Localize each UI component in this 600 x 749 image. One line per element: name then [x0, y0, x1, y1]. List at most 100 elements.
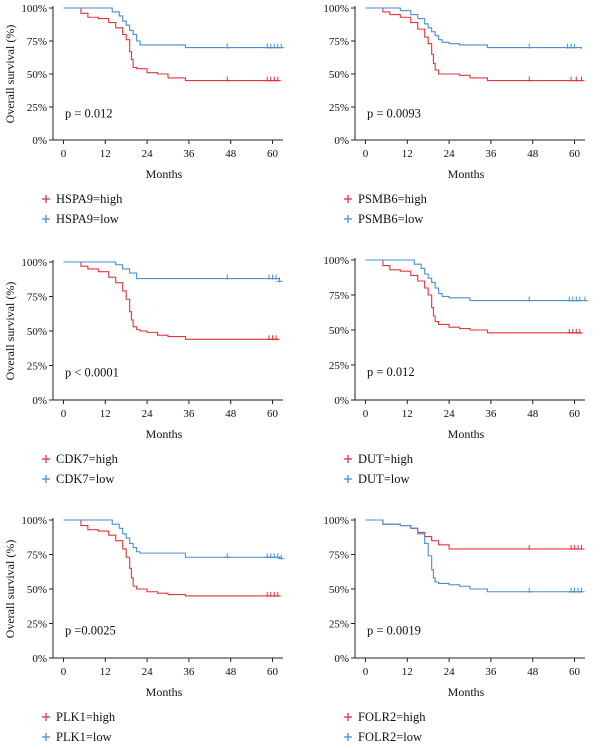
y-tick-label: 75%	[27, 550, 47, 562]
y-tick-label: 50%	[329, 69, 349, 81]
legend-item-low: PSMB6=low	[344, 212, 423, 226]
km-curve-low	[365, 7, 583, 49]
y-tick-label: 50%	[329, 325, 349, 337]
censor-mark	[526, 43, 533, 49]
km-curve-low	[63, 7, 280, 49]
x-tick-label: 60	[267, 408, 279, 420]
x-tick-label: 48	[225, 666, 237, 678]
y-axis-label: Overall survival (%)	[3, 25, 17, 124]
p-value-label: p = 0.0093	[367, 107, 421, 121]
y-tick-label: 25%	[27, 102, 47, 114]
legend-item-high: FOLR2=high	[344, 710, 426, 724]
censor-mark	[526, 587, 533, 593]
legend-item-low: FOLR2=low	[344, 730, 422, 744]
x-tick-label: 0	[61, 148, 67, 160]
y-tick-label: 50%	[329, 584, 349, 596]
censor-mark	[573, 76, 580, 82]
p-value-label: p < 0.0001	[65, 366, 119, 380]
x-tick-label: 60	[569, 666, 581, 678]
km-curve-high	[365, 259, 582, 334]
censor-mark	[274, 553, 281, 559]
x-tick-label: 12	[402, 148, 413, 160]
y-tick-label: 0%	[32, 135, 47, 147]
x-tick-label: 0	[363, 148, 369, 160]
y-tick-label: 75%	[27, 36, 47, 48]
x-tick-label: 48	[527, 408, 539, 420]
x-tick-label: 0	[61, 408, 67, 420]
x-tick-label: 12	[402, 666, 413, 678]
km-panel-6: 0% 25% 50% 75% 100% 0 12 24 36 48 60 Months p = 0.00…	[323, 515, 585, 744]
km-curve-high	[63, 261, 280, 340]
censor-mark	[274, 591, 281, 597]
x-tick-label: 60	[267, 666, 279, 678]
legend-label: FOLR2=high	[358, 710, 426, 724]
x-tick-label: 24	[142, 666, 154, 678]
x-axis-label: Months	[146, 685, 183, 699]
x-tick-label: 12	[100, 148, 111, 160]
y-tick-label: 0%	[334, 653, 349, 665]
y-tick-label: 100%	[21, 515, 47, 527]
censor-mark	[578, 76, 585, 82]
x-tick-label: 48	[225, 408, 237, 420]
legend-label: CDK7=high	[56, 452, 119, 466]
legend-label: DUT=low	[358, 472, 410, 486]
y-tick-label: 50%	[27, 69, 47, 81]
legend-item-low: DUT=low	[344, 472, 410, 486]
y-tick-label: 25%	[27, 619, 47, 631]
km-curve-high	[63, 7, 280, 82]
x-tick-label: 12	[100, 666, 111, 678]
censor-mark	[526, 296, 533, 302]
km-curve-high	[63, 519, 280, 597]
y-tick-label: 0%	[32, 653, 47, 665]
legend-item-high: PSMB6=high	[344, 192, 428, 206]
censor-mark	[273, 335, 280, 341]
legend-label: PLK1=low	[56, 730, 112, 744]
km-curve-low	[63, 519, 281, 559]
legend-label: HSPA9=high	[56, 192, 123, 206]
x-tick-label: 36	[183, 148, 195, 160]
km-curve-low	[365, 519, 582, 593]
censor-mark	[576, 328, 583, 334]
km-panel-5: 0% 25% 50% 75% 100% 0 12 24 36 48 60 Months Overall …	[3, 515, 285, 744]
censor-mark	[278, 554, 285, 560]
legend-item-high: HSPA9=high	[42, 192, 123, 206]
censor-mark	[224, 274, 231, 280]
y-tick-label: 0%	[334, 395, 349, 407]
p-value-label: p = 0.012	[367, 365, 415, 379]
km-panel-1: 0% 25% 50% 75% 100% 0 12 24 36 48 60 Months Overall …	[3, 3, 285, 226]
censor-mark	[568, 76, 575, 82]
legend-label: PSMB6=high	[358, 192, 428, 206]
legend-item-high: PLK1=high	[42, 710, 116, 724]
y-tick-label: 25%	[329, 102, 349, 114]
censor-mark	[276, 277, 283, 283]
legend-item-high: CDK7=high	[42, 452, 119, 466]
y-tick-label: 0%	[32, 395, 47, 407]
km-panel-3: 0% 25% 50% 75% 100% 0 12 24 36 48 60 Months Overall …	[3, 257, 283, 486]
x-tick-label: 48	[225, 148, 237, 160]
censor-mark	[578, 544, 585, 550]
y-axis-label: Overall survival (%)	[3, 540, 17, 639]
x-tick-label: 0	[363, 666, 369, 678]
y-tick-label: 25%	[27, 361, 47, 373]
x-tick-label: 0	[363, 408, 369, 420]
censor-mark	[224, 43, 231, 49]
x-axis-label: Months	[146, 427, 183, 441]
y-tick-label: 50%	[27, 584, 47, 596]
y-tick-label: 100%	[21, 257, 47, 269]
legend-item-low: CDK7=low	[42, 472, 114, 486]
legend-label: FOLR2=low	[358, 730, 422, 744]
y-tick-label: 75%	[27, 292, 47, 304]
x-tick-label: 36	[485, 408, 497, 420]
x-tick-label: 24	[142, 148, 154, 160]
x-tick-label: 36	[183, 666, 195, 678]
km-curve-low	[63, 261, 281, 282]
y-tick-label: 25%	[329, 619, 349, 631]
x-tick-label: 36	[485, 148, 497, 160]
x-tick-label: 36	[183, 408, 195, 420]
y-tick-label: 75%	[329, 550, 349, 562]
censor-mark	[224, 76, 231, 82]
x-axis-label: Months	[146, 167, 183, 181]
censor-mark	[274, 76, 281, 82]
x-tick-label: 48	[527, 666, 539, 678]
legend-label: HSPA9=low	[56, 212, 119, 226]
